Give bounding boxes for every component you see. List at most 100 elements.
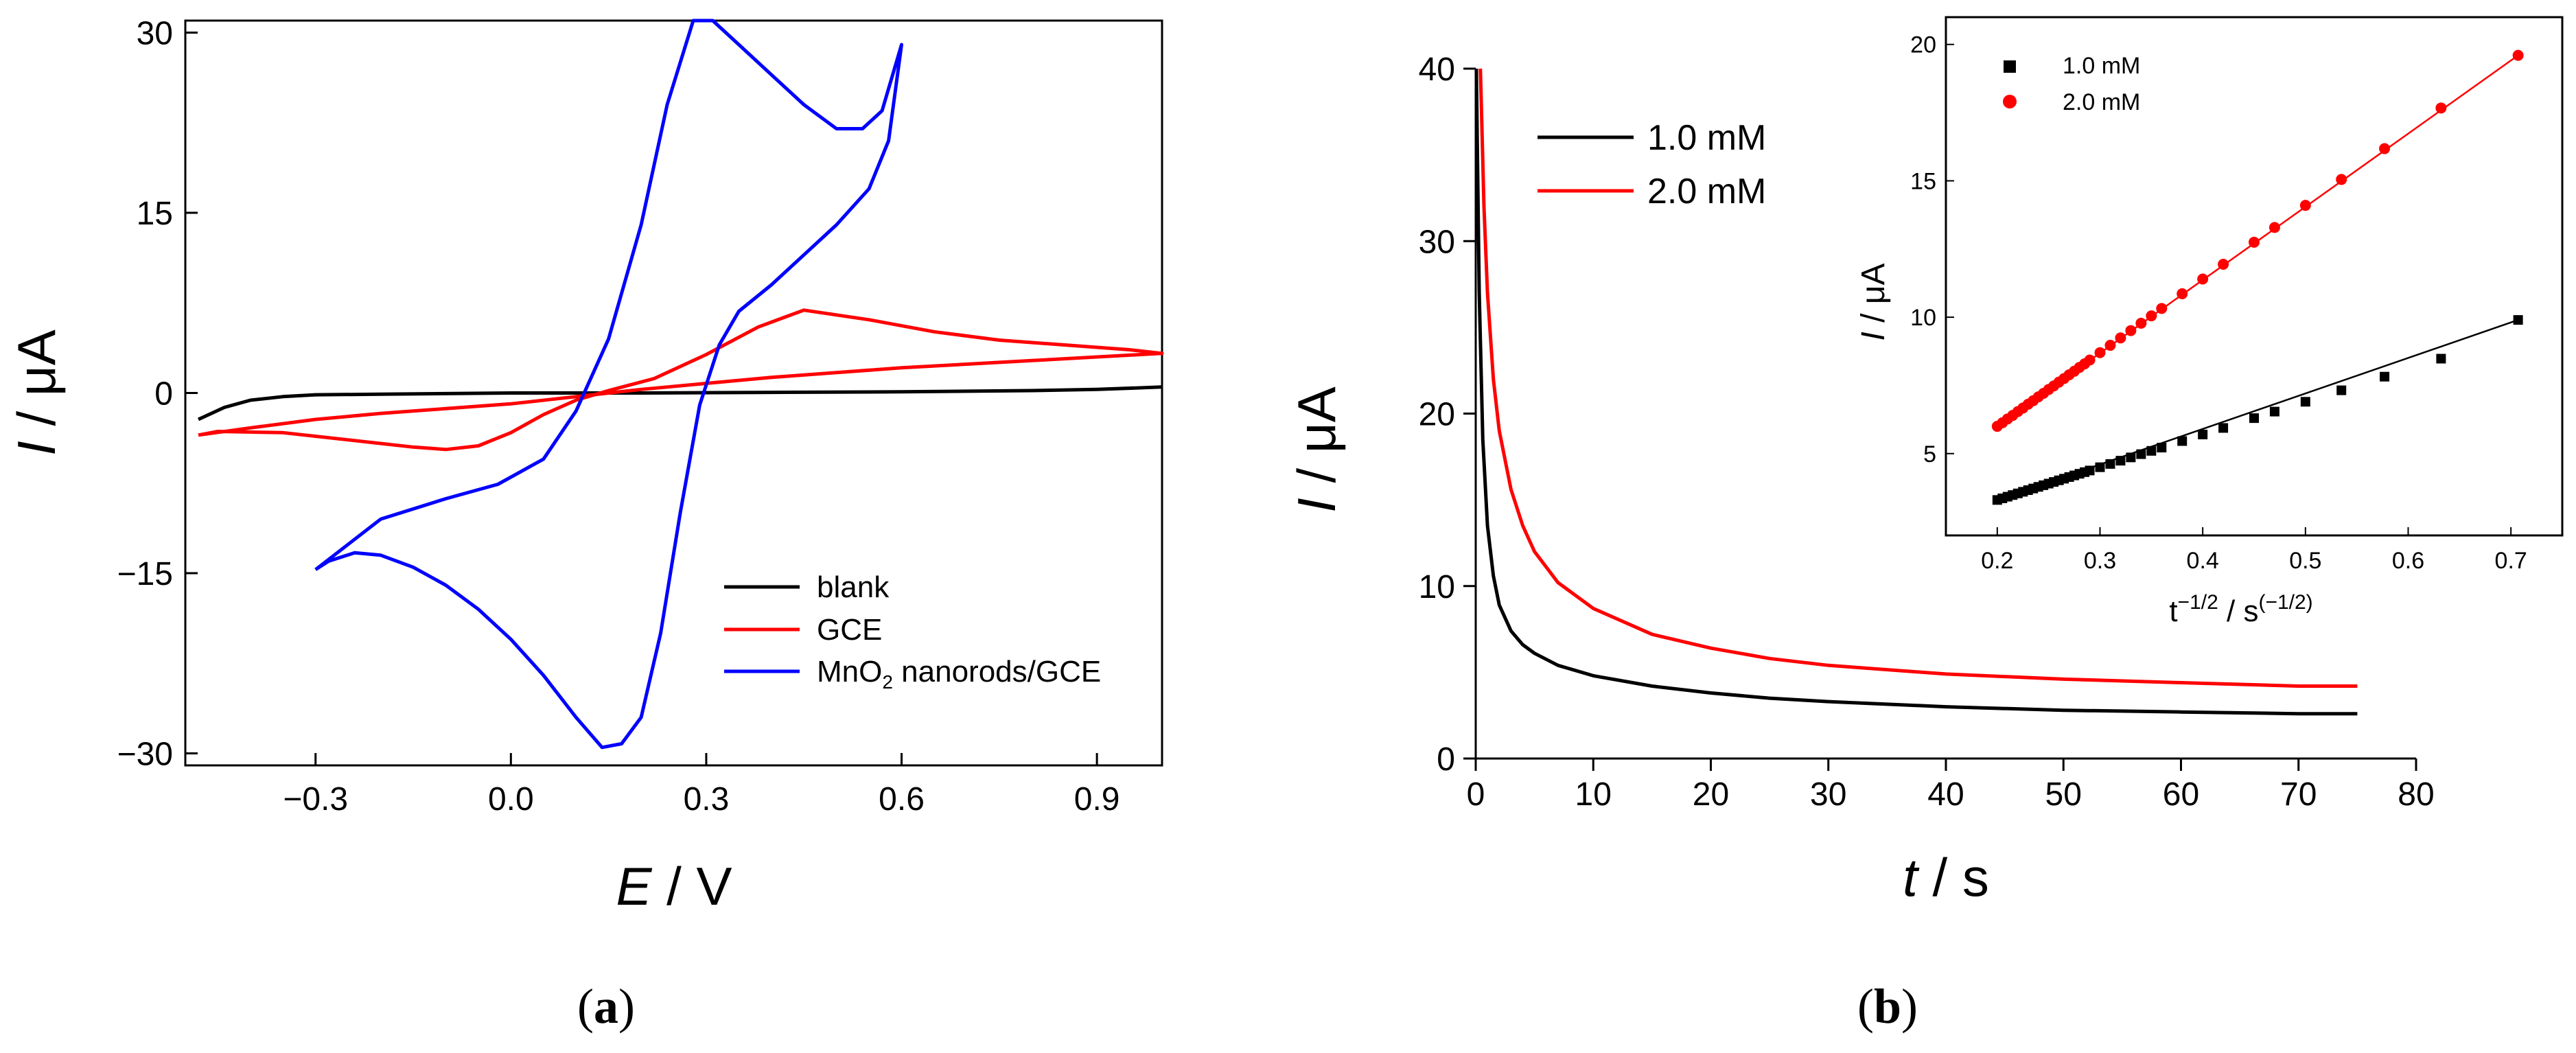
inset-x-axis-title: t−1/2 / s(−1/2) [2169, 591, 2312, 628]
y-tick-label: 5 [1923, 441, 1936, 467]
x-tick-label: 0.7 [2495, 548, 2527, 574]
panel-a-y-axis: 30 15 0 −15 −30 [117, 16, 198, 773]
y-tick-label: 30 [1419, 224, 1455, 260]
y-tick-label: −30 [117, 737, 173, 773]
inset-legend-marker-1mm [2004, 60, 2016, 73]
legend-label-1mm: 1.0 mM [1647, 118, 1766, 158]
y-tick-label: 15 [137, 196, 173, 232]
panel-b-x-axis-title: t / s [1903, 847, 1989, 907]
data-point [2126, 452, 2136, 463]
panel-a-label: (a) [577, 979, 635, 1034]
data-point [2146, 445, 2157, 456]
data-point [2177, 288, 2188, 299]
data-point [2095, 462, 2105, 472]
series-line [314, 19, 903, 750]
data-point [2198, 429, 2208, 439]
data-point [2249, 236, 2260, 248]
legend-label-blank: blank [817, 570, 890, 604]
inset-legend: 1.0 mM 2.0 mM [2003, 53, 2140, 115]
y-tick-label: 40 [1419, 51, 1455, 88]
panel-a-x-axis: −0.3 0.0 0.3 0.6 0.9 [283, 753, 1120, 818]
x-tick-label: 0.3 [684, 781, 730, 818]
inset-series [1991, 49, 2524, 505]
y-tick-label: 20 [1910, 32, 1936, 58]
x-tick-label: 30 [1810, 776, 1846, 813]
x-tick-label: 0.2 [1981, 548, 2013, 574]
data-point [2512, 49, 2524, 61]
data-point [2136, 449, 2146, 459]
inset-legend-marker-2mm [2003, 95, 2017, 108]
x-tick-label: 60 [2163, 776, 2199, 813]
inset-y-axis-title: I / μA [1855, 263, 1892, 340]
panel-a-y-axis-title: I / μA [6, 329, 67, 456]
data-point [2104, 340, 2116, 351]
panel-b-legend: 1.0 mM 2.0 mM [1538, 118, 1766, 211]
data-point [2268, 222, 2280, 233]
data-point [2336, 174, 2347, 185]
inset-legend-label-1mm: 1.0 mM [2063, 53, 2140, 79]
data-point [2197, 273, 2209, 285]
data-point [2218, 259, 2229, 270]
series-line [1474, 68, 2358, 716]
data-point [2336, 385, 2347, 395]
data-point [2435, 102, 2447, 114]
data-point [2249, 413, 2259, 424]
panel-b-series [1474, 68, 2358, 716]
x-tick-label: 40 [1927, 776, 1964, 813]
x-tick-label: 0.6 [2392, 548, 2424, 574]
panel-a-x-axis-title: E / V [616, 856, 732, 916]
series-line [1478, 68, 2358, 688]
y-tick-label: −15 [117, 556, 173, 592]
legend-label-2mm: 2.0 mM [1647, 172, 1766, 211]
x-tick-label: 0.4 [2187, 548, 2219, 574]
panel-a: −0.3 0.0 0.3 0.6 0.9 30 15 0 −15 −30 E / V I / μ… [6, 16, 1164, 1034]
y-tick-label: 10 [1910, 305, 1936, 331]
data-point [2177, 436, 2188, 446]
data-point [2115, 332, 2126, 344]
data-point [2299, 200, 2311, 211]
panel-b-inset: 0.2 0.3 0.4 0.5 0.6 0.7 5 10 15 20 t−1/2 / s(−1/… [1855, 16, 2564, 628]
x-tick-label: 0.0 [488, 781, 534, 818]
x-tick-label: −0.3 [283, 781, 348, 818]
y-tick-label: 10 [1419, 569, 1455, 605]
y-tick-label: 30 [137, 16, 173, 52]
data-point [2115, 456, 2126, 466]
data-point [2156, 303, 2168, 314]
y-tick-label: 0 [1437, 741, 1455, 778]
panel-b: 0 10 20 30 40 50 60 70 80 0 10 20 30 40 t / s I / μA… [1286, 16, 2564, 1034]
legend-label-mno2: MnO2 nanorods/GCE [817, 655, 1101, 693]
data-point [2380, 371, 2390, 382]
x-tick-label: 0.9 [1074, 781, 1120, 818]
y-tick-label: 20 [1419, 397, 1455, 433]
x-tick-label: 80 [2398, 776, 2434, 813]
y-tick-label: 15 [1910, 168, 1936, 194]
x-tick-label: 10 [1575, 776, 1612, 813]
inset-plot-frame [1945, 16, 2564, 537]
data-point [2300, 397, 2310, 407]
panel-a-series [197, 19, 1164, 750]
data-point [2146, 310, 2157, 322]
x-tick-label: 0.3 [2084, 548, 2116, 574]
inset-y-axis: 5 10 15 20 [1910, 32, 1954, 467]
panel-b-y-axis: 0 10 20 30 40 [1419, 51, 1476, 778]
x-tick-label: 0.5 [2289, 548, 2321, 574]
data-point [2436, 354, 2446, 364]
data-point [2218, 423, 2229, 433]
x-tick-label: 0 [1467, 776, 1485, 813]
panel-b-x-axis: 0 10 20 30 40 50 60 70 80 [1467, 759, 2435, 813]
data-point [2084, 354, 2096, 366]
data-point [2085, 465, 2095, 476]
panel-a-legend: blank GCE MnO2 nanorods/GCE [724, 570, 1101, 693]
y-tick-label: 0 [154, 376, 173, 413]
data-point [2269, 406, 2279, 417]
x-tick-label: 70 [2280, 776, 2317, 813]
data-point [2094, 347, 2106, 358]
x-tick-label: 20 [1693, 776, 1729, 813]
panel-b-y-axis-title: I / μA [1286, 386, 1347, 513]
panel-b-label: (b) [1857, 979, 1918, 1034]
data-point [2135, 317, 2147, 329]
inset-x-axis: 0.2 0.3 0.4 0.5 0.6 0.7 [1981, 527, 2527, 574]
legend-label-gce: GCE [817, 613, 882, 647]
data-point [2513, 315, 2523, 325]
series-line [197, 385, 1163, 421]
